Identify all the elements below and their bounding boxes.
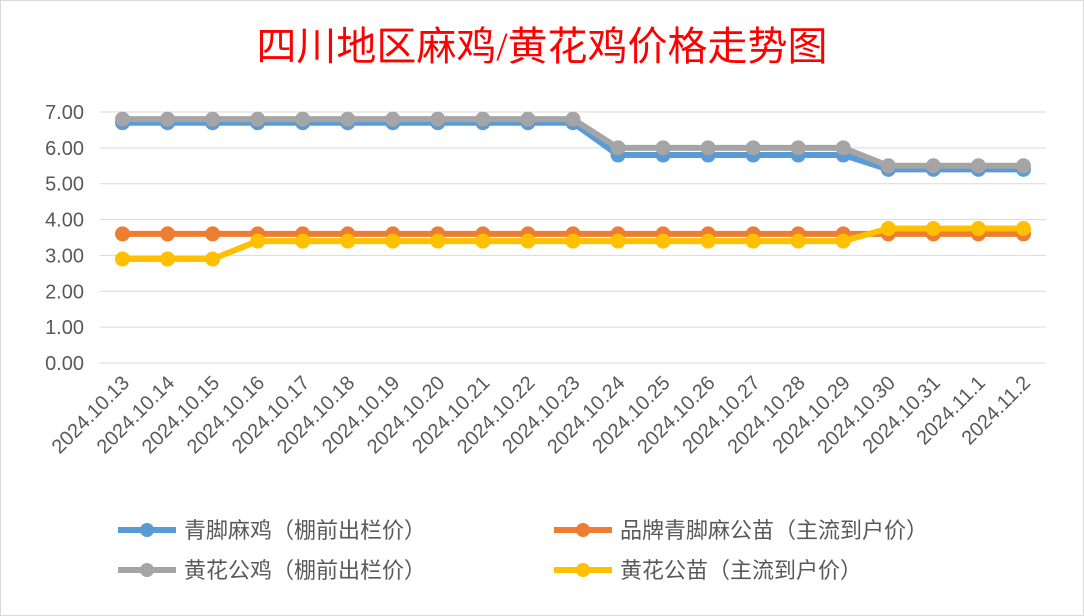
legend-entry: 品牌青脚麻公苗（主流到户价） (554, 519, 928, 544)
series-3 (115, 111, 1031, 174)
data-point (160, 111, 176, 127)
data-point (115, 226, 131, 242)
legend-label: 品牌青脚麻公苗（主流到户价） (620, 519, 928, 544)
data-point (790, 233, 806, 249)
legend-marker (576, 563, 590, 577)
data-point (295, 233, 311, 249)
data-point (610, 233, 626, 249)
data-point (790, 140, 806, 156)
data-point (115, 111, 131, 127)
legend-marker (140, 523, 154, 537)
data-point (385, 233, 401, 249)
legend-label: 青脚麻鸡（棚前出栏价） (184, 519, 426, 544)
data-point (205, 251, 221, 267)
legend-entry: 黄花公苗（主流到户价） (554, 559, 862, 584)
data-point (925, 221, 941, 237)
y-tick-label: 1.00 (45, 317, 84, 339)
data-point (970, 221, 986, 237)
data-point (745, 233, 761, 249)
data-point (475, 111, 491, 127)
data-point (475, 233, 491, 249)
data-point (925, 158, 941, 174)
data-point (160, 251, 176, 267)
legend-entry: 青脚麻鸡（棚前出栏价） (118, 519, 426, 544)
data-point (520, 233, 536, 249)
data-point (295, 111, 311, 127)
gridlines (100, 111, 1046, 364)
data-point (880, 158, 896, 174)
data-point (250, 111, 266, 127)
data-point (250, 233, 266, 249)
series-4 (115, 221, 1031, 267)
data-point (340, 111, 356, 127)
y-tick-label: 4.00 (45, 210, 84, 232)
data-point (430, 111, 446, 127)
data-point (115, 251, 131, 267)
legend: 青脚麻鸡（棚前出栏价） 品牌青脚麻公苗（主流到户价） 黄花公鸡（棚前出栏价） 黄花公苗… (118, 519, 928, 584)
data-point (160, 226, 176, 242)
data-point (655, 140, 671, 156)
legend-label: 黄花公苗（主流到户价） (620, 559, 862, 584)
data-point (340, 233, 356, 249)
y-tick-label: 7.00 (45, 102, 84, 124)
legend-marker (140, 563, 154, 577)
data-point (835, 233, 851, 249)
data-point (610, 140, 626, 156)
chart-title: 四川地区麻鸡/黄花鸡价格走势图 (256, 24, 827, 69)
data-point (835, 140, 851, 156)
data-point (205, 226, 221, 242)
data-point (745, 140, 761, 156)
data-point (565, 233, 581, 249)
y-tick-label: 3.00 (45, 245, 84, 267)
data-point (970, 158, 986, 174)
y-tick-label: 2.00 (45, 281, 84, 303)
data-point (565, 111, 581, 127)
y-tick-label: 6.00 (45, 138, 84, 160)
y-axis-tick-labels: 0.00 1.00 2.00 3.00 4.00 5.00 6.00 7.00 (45, 102, 84, 375)
data-point (385, 111, 401, 127)
legend-marker (576, 523, 590, 537)
data-point (205, 111, 221, 127)
legend-entry: 黄花公鸡（棚前出栏价） (118, 559, 426, 584)
y-tick-label: 5.00 (45, 174, 84, 196)
data-point (655, 233, 671, 249)
data-point (1015, 221, 1031, 237)
y-tick-label: 0.00 (45, 353, 84, 375)
data-point (700, 140, 716, 156)
x-axis-tick-labels: 2024.10.132024.10.142024.10.152024.10.16… (48, 372, 1035, 458)
data-point (700, 233, 716, 249)
data-point (430, 233, 446, 249)
series-lines (115, 111, 1031, 267)
data-point (520, 111, 536, 127)
data-point (1015, 158, 1031, 174)
legend-label: 黄花公鸡（棚前出栏价） (184, 559, 426, 584)
data-point (880, 221, 896, 237)
